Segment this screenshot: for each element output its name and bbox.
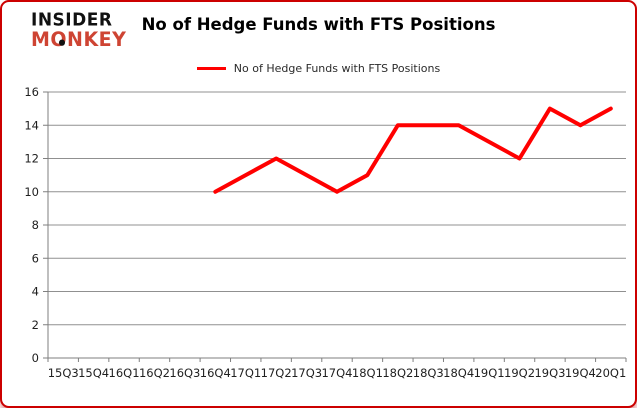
x-axis-label: 16Q4 <box>200 366 231 380</box>
chart-legend: No of Hedge Funds with FTS Positions <box>2 62 635 75</box>
x-axis-label: 18Q4 <box>443 366 474 380</box>
y-axis-label: 10 <box>24 185 39 199</box>
x-axis-label: 16Q1 <box>109 366 140 380</box>
x-axis-label: 20Q1 <box>595 366 626 380</box>
x-axis-label: 17Q1 <box>230 366 261 380</box>
x-axis-label: 19Q2 <box>504 366 535 380</box>
x-axis-label: 19Q4 <box>565 366 596 380</box>
x-axis-label: 16Q3 <box>169 366 200 380</box>
x-axis-label: 19Q3 <box>534 366 565 380</box>
logo-word-insider: INSIDER <box>31 9 113 31</box>
series-line <box>213 106 613 194</box>
x-axis-label: 17Q2 <box>261 366 292 380</box>
y-axis-label: 6 <box>32 251 39 265</box>
x-axis-label: 19Q1 <box>474 366 505 380</box>
x-axis-label: 18Q2 <box>382 366 413 380</box>
chart-title: No of Hedge Funds with FTS Positions <box>141 15 496 34</box>
x-axis-label: 18Q3 <box>413 366 444 380</box>
x-axis-label: 15Q3 <box>48 366 79 380</box>
x-axis-label: 17Q3 <box>291 366 322 380</box>
legend-label: No of Hedge Funds with FTS Positions <box>233 62 441 75</box>
y-axis-label: 2 <box>32 318 39 332</box>
y-axis-label: 0 <box>32 351 39 365</box>
legend-line-marker <box>196 67 226 70</box>
insider-monkey-logo: INSIDER MONKEY <box>31 9 127 51</box>
monkey-eye-icon <box>59 39 65 46</box>
y-axis-label: 8 <box>32 218 39 232</box>
y-axis-label: 4 <box>32 285 39 299</box>
y-axis-label: 16 <box>24 85 39 99</box>
x-axis-label: 15Q4 <box>78 366 109 380</box>
x-axis-label: 16Q2 <box>139 366 170 380</box>
x-axis-label: 18Q1 <box>352 366 383 380</box>
y-axis-label: 14 <box>24 118 39 132</box>
x-axis-label: 17Q4 <box>321 366 352 380</box>
y-axis-label: 12 <box>24 152 39 166</box>
logo-word-monkey: MONKEY <box>31 27 127 51</box>
